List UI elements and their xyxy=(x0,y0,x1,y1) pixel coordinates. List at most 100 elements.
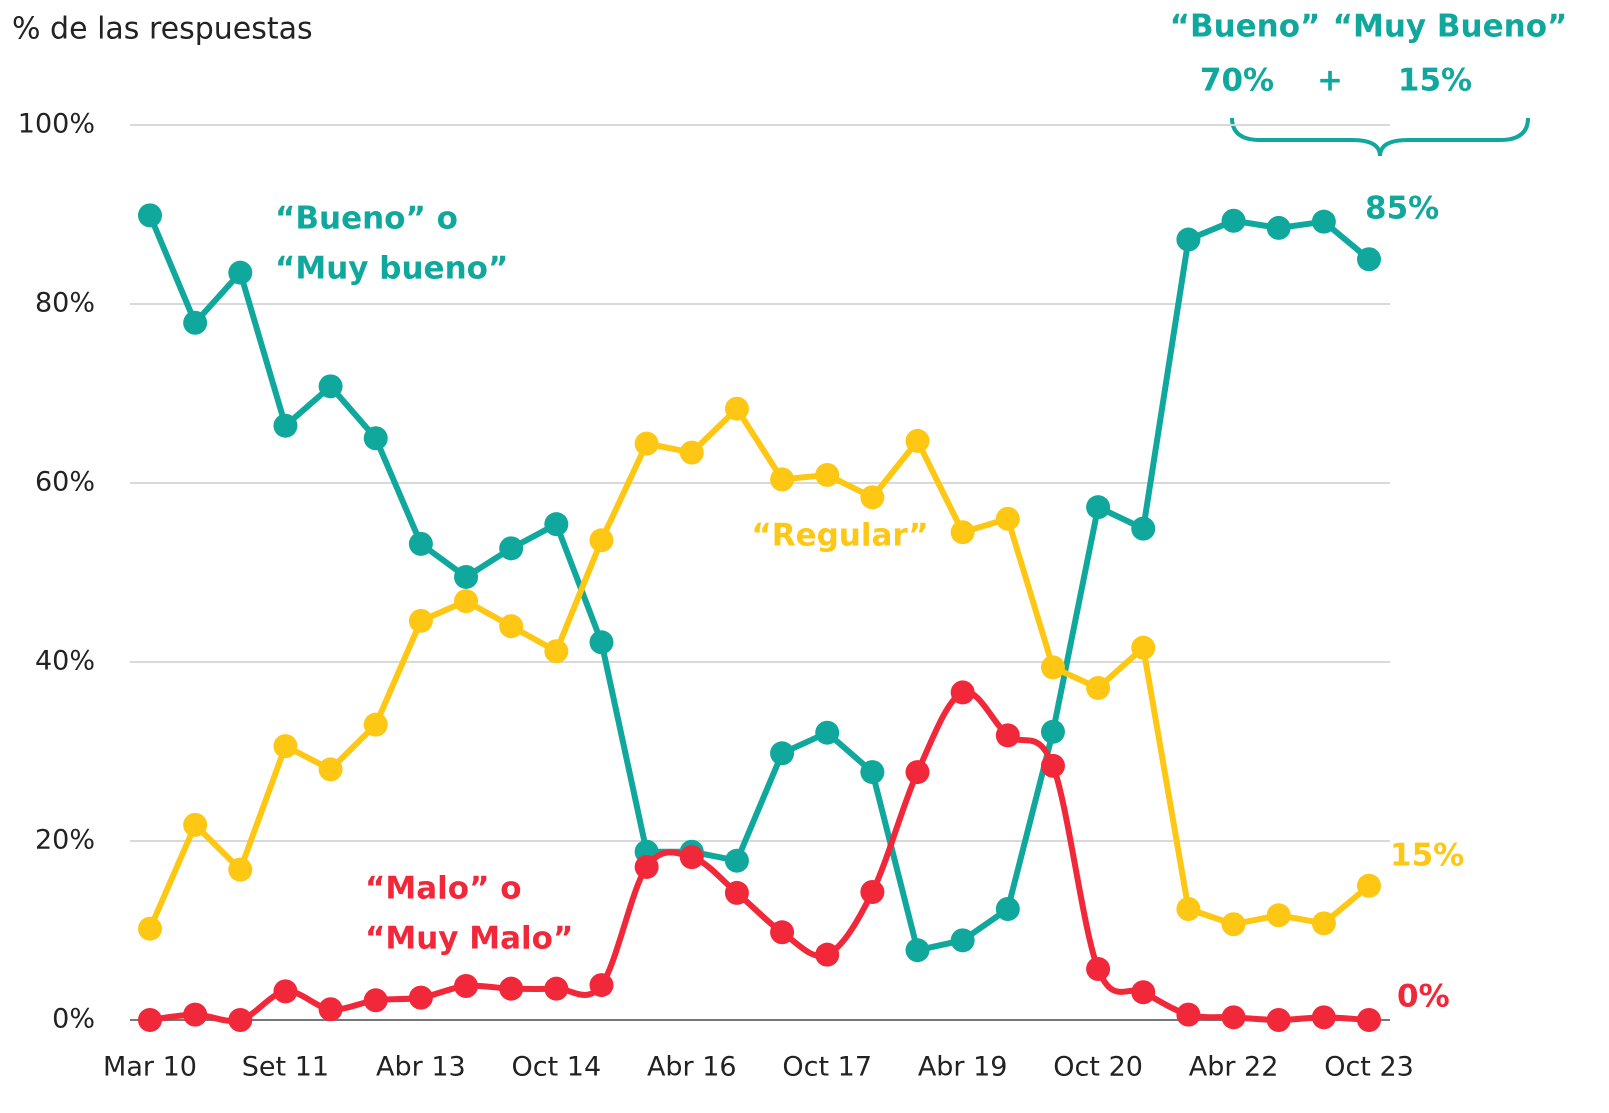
annotation-part: 70% xyxy=(1200,63,1274,99)
point xyxy=(770,920,795,945)
point xyxy=(138,916,162,941)
x-tick-label: Mar 10 xyxy=(103,1052,197,1083)
point xyxy=(544,639,569,664)
x-tick-label: Oct 17 xyxy=(782,1052,872,1083)
annotation-header: “Bueno” xyxy=(1170,9,1321,45)
point xyxy=(634,431,659,456)
point xyxy=(273,734,298,759)
point xyxy=(1266,215,1291,240)
point xyxy=(408,985,433,1010)
point xyxy=(454,564,479,589)
point xyxy=(1266,1008,1291,1032)
point xyxy=(544,976,569,1001)
point xyxy=(273,979,298,1004)
point xyxy=(1357,247,1381,272)
series-line xyxy=(147,405,1371,930)
y-tick-label: 60% xyxy=(35,467,95,498)
point xyxy=(724,396,749,421)
point xyxy=(905,938,930,963)
point xyxy=(634,854,659,879)
point xyxy=(815,462,840,487)
series-label: “Muy bueno” xyxy=(275,251,508,287)
point xyxy=(183,812,208,837)
y-tick-label: 40% xyxy=(35,646,95,677)
x-tick-label: Set 11 xyxy=(242,1052,329,1083)
point xyxy=(1086,675,1111,700)
value-label: 85% xyxy=(1365,191,1439,227)
point xyxy=(860,485,885,510)
point xyxy=(995,506,1020,531)
y-tick-label: 0% xyxy=(52,1004,95,1035)
brace xyxy=(1230,117,1530,157)
point xyxy=(408,608,433,633)
y-tick-label: 20% xyxy=(35,825,95,856)
point xyxy=(318,997,343,1022)
point xyxy=(995,897,1020,922)
y-axis-title: % de las respuestas xyxy=(12,12,313,47)
y-tick-label: 100% xyxy=(18,109,95,140)
point xyxy=(1176,227,1201,252)
annotation-header: “Muy Bueno” xyxy=(1333,9,1568,45)
point xyxy=(1131,516,1156,541)
series-label: “Muy Malo” xyxy=(365,921,573,957)
point xyxy=(273,413,298,438)
point xyxy=(1040,753,1065,778)
point xyxy=(363,426,388,451)
point xyxy=(499,536,524,561)
point xyxy=(363,988,388,1013)
series-line xyxy=(149,688,1370,1024)
point xyxy=(905,428,930,453)
point xyxy=(770,467,795,492)
point xyxy=(905,760,930,785)
point xyxy=(1040,719,1065,744)
annotation-part: + xyxy=(1317,63,1343,99)
x-tick-label: Oct 20 xyxy=(1053,1052,1143,1083)
point xyxy=(454,589,479,614)
point xyxy=(589,528,614,553)
series-label: “Malo” o xyxy=(365,871,522,907)
point xyxy=(815,942,840,967)
x-tick-label: Abr 19 xyxy=(918,1052,1008,1083)
point xyxy=(1040,655,1065,680)
point xyxy=(138,1008,162,1032)
point xyxy=(138,203,162,228)
point xyxy=(724,880,749,905)
point xyxy=(1357,873,1381,898)
point xyxy=(1221,1005,1246,1030)
point xyxy=(454,973,479,998)
annotation-part: 15% xyxy=(1398,63,1472,99)
series-line xyxy=(147,214,1371,954)
point xyxy=(950,520,975,545)
point xyxy=(679,845,704,870)
point xyxy=(815,720,840,745)
value-label: 15% xyxy=(1390,838,1464,874)
point xyxy=(1176,1002,1201,1027)
point xyxy=(228,260,253,285)
y-tick-label: 80% xyxy=(35,288,95,319)
point xyxy=(318,757,343,782)
series-label: “Regular” xyxy=(751,518,928,554)
point xyxy=(1311,209,1336,234)
point xyxy=(228,1008,253,1032)
point xyxy=(1221,208,1246,233)
point xyxy=(1086,495,1111,520)
point xyxy=(589,630,614,655)
point xyxy=(950,928,975,953)
point xyxy=(499,976,524,1001)
point xyxy=(499,614,524,639)
point xyxy=(770,741,795,766)
point xyxy=(1311,911,1336,936)
point xyxy=(228,857,253,882)
point xyxy=(724,848,749,873)
x-tick-label: Abr 22 xyxy=(1189,1052,1279,1083)
point xyxy=(363,712,388,737)
point xyxy=(1131,980,1156,1005)
point xyxy=(995,723,1020,748)
point xyxy=(679,440,704,465)
point xyxy=(544,512,569,537)
x-tick-label: Abr 16 xyxy=(647,1052,737,1083)
point xyxy=(1176,897,1201,922)
x-tick-label: Oct 23 xyxy=(1324,1052,1414,1083)
point xyxy=(1131,635,1156,660)
